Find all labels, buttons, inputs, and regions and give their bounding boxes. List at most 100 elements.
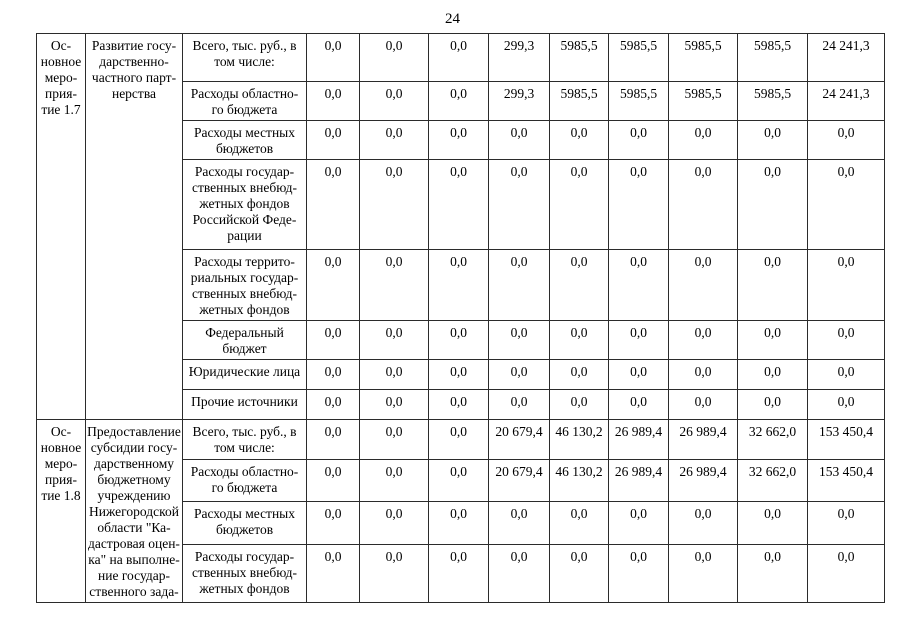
measure-id-cell: Ос- новное меро- прия- тие 1.8	[36, 419, 86, 603]
value-cell: 32 662,0	[737, 458, 808, 502]
value-cell: 0,0	[807, 543, 885, 604]
value-cell: 0,0	[488, 389, 550, 420]
value-cell: 26 989,4	[608, 419, 669, 460]
value-cell: 0,0	[428, 159, 489, 250]
row-label-cell: Расходы государ- ственных внебюд- жетных…	[182, 543, 307, 604]
table-row: Расходы областно- го бюджета 0,0 0,0 0,0 20 …	[37, 458, 885, 502]
value-cell: 0,0	[428, 33, 489, 82]
value-cell: 5985,5	[608, 81, 669, 121]
value-cell: 0,0	[428, 500, 489, 545]
table-row: Расходы государ- ственных внебюд- жетных…	[37, 159, 885, 250]
value-cell: 0,0	[306, 419, 360, 460]
measure-id-cell: Ос- новное меро- прия- тие 1.7	[36, 33, 86, 420]
row-label-cell: Федеральный бюджет	[182, 320, 307, 360]
row-label-cell: Расходы областно- го бюджета	[182, 81, 307, 121]
table-row: Расходы местных бюджетов 0,0 0,0 0,0 0,0 0,0 0…	[37, 120, 885, 160]
value-cell: 0,0	[549, 389, 609, 420]
value-cell: 0,0	[428, 249, 489, 321]
value-cell: 20 679,4	[488, 458, 550, 502]
value-cell: 0,0	[549, 320, 609, 360]
value-cell: 0,0	[359, 458, 429, 502]
budget-table: Ос- новное меро- прия- тие 1.7 Развитие г…	[36, 33, 885, 604]
table-row: Расходы террито- риальных государ- ствен…	[37, 249, 885, 321]
table-row: Юридические лица 0,0 0,0 0,0 0,0 0,0 0,0 0,0 0,0…	[37, 359, 885, 390]
value-cell: 0,0	[737, 500, 808, 545]
row-label-cell: Расходы террито- риальных государ- ствен…	[182, 249, 307, 321]
value-cell: 0,0	[549, 120, 609, 160]
value-cell: 0,0	[549, 249, 609, 321]
value-cell: 0,0	[549, 500, 609, 545]
value-cell: 0,0	[359, 359, 429, 390]
row-label-cell: Всего, тыс. руб., в том числе:	[182, 33, 307, 82]
value-cell: 0,0	[428, 419, 489, 460]
value-cell: 0,0	[488, 543, 550, 604]
value-cell: 0,0	[428, 81, 489, 121]
page-number: 24	[445, 11, 460, 27]
value-cell: 46 130,2	[549, 419, 609, 460]
table-row: Прочие источники 0,0 0,0 0,0 0,0 0,0 0,0 0,0 0,0…	[37, 389, 885, 420]
value-cell: 0,0	[668, 249, 738, 321]
value-cell: 0,0	[488, 359, 550, 390]
value-cell: 5985,5	[668, 33, 738, 82]
value-cell: 0,0	[306, 458, 360, 502]
value-cell: 5985,5	[737, 33, 808, 82]
value-cell: 0,0	[807, 359, 885, 390]
value-cell: 0,0	[428, 320, 489, 360]
table-row: Расходы областно- го бюджета 0,0 0,0 0,0 299…	[37, 81, 885, 121]
value-cell: 0,0	[807, 320, 885, 360]
value-cell: 299,3	[488, 81, 550, 121]
row-label-cell: Всего, тыс. руб., в том числе:	[182, 419, 307, 460]
value-cell: 32 662,0	[737, 419, 808, 460]
value-cell: 153 450,4	[807, 458, 885, 502]
value-cell: 0,0	[359, 419, 429, 460]
value-cell: 5985,5	[608, 33, 669, 82]
value-cell: 0,0	[306, 120, 360, 160]
value-cell: 0,0	[608, 389, 669, 420]
value-cell: 0,0	[549, 359, 609, 390]
value-cell: 0,0	[668, 389, 738, 420]
value-cell: 0,0	[807, 249, 885, 321]
value-cell: 299,3	[488, 33, 550, 82]
measure-name-cell: Предоставление субсидии госу- дарственно…	[85, 419, 183, 603]
table-row: Расходы местных бюджетов 0,0 0,0 0,0 0,0 0,0 0…	[37, 500, 885, 545]
value-cell: 0,0	[428, 458, 489, 502]
value-cell: 0,0	[428, 389, 489, 420]
value-cell: 0,0	[737, 543, 808, 604]
value-cell: 0,0	[488, 249, 550, 321]
value-cell: 0,0	[428, 120, 489, 160]
value-cell: 0,0	[306, 500, 360, 545]
value-cell: 0,0	[306, 389, 360, 420]
value-cell: 0,0	[807, 120, 885, 160]
value-cell: 0,0	[668, 543, 738, 604]
value-cell: 0,0	[306, 359, 360, 390]
value-cell: 0,0	[807, 500, 885, 545]
value-cell: 0,0	[359, 33, 429, 82]
value-cell: 0,0	[306, 320, 360, 360]
value-cell: 26 989,4	[608, 458, 669, 502]
value-cell: 5985,5	[668, 81, 738, 121]
table-row: Ос- новное меро- прия- тие 1.7 Развитие г…	[36, 33, 885, 420]
value-cell: 153 450,4	[807, 419, 885, 460]
budget-table-body: Ос- новное меро- прия- тие 1.7 Развитие г…	[36, 33, 885, 604]
value-cell: 0,0	[488, 159, 550, 250]
value-cell: 5985,5	[737, 81, 808, 121]
value-cell: 5985,5	[549, 81, 609, 121]
row-label-cell: Прочие источники	[182, 389, 307, 420]
row-label-cell: Расходы местных бюджетов	[182, 500, 307, 545]
value-cell: 0,0	[359, 249, 429, 321]
row-label-cell: Расходы местных бюджетов	[182, 120, 307, 160]
value-cell: 0,0	[428, 359, 489, 390]
row-label-cell: Юридические лица	[182, 359, 307, 390]
value-cell: 0,0	[549, 159, 609, 250]
value-cell: 0,0	[306, 543, 360, 604]
value-cell: 26 989,4	[668, 458, 738, 502]
value-cell: 0,0	[608, 320, 669, 360]
value-cell: 0,0	[359, 500, 429, 545]
value-cell: 0,0	[608, 543, 669, 604]
value-cell: 0,0	[359, 389, 429, 420]
value-cell: 0,0	[359, 159, 429, 250]
value-cell: 0,0	[608, 500, 669, 545]
value-cell: 0,0	[668, 500, 738, 545]
value-cell: 0,0	[608, 159, 669, 250]
value-cell: 0,0	[549, 543, 609, 604]
